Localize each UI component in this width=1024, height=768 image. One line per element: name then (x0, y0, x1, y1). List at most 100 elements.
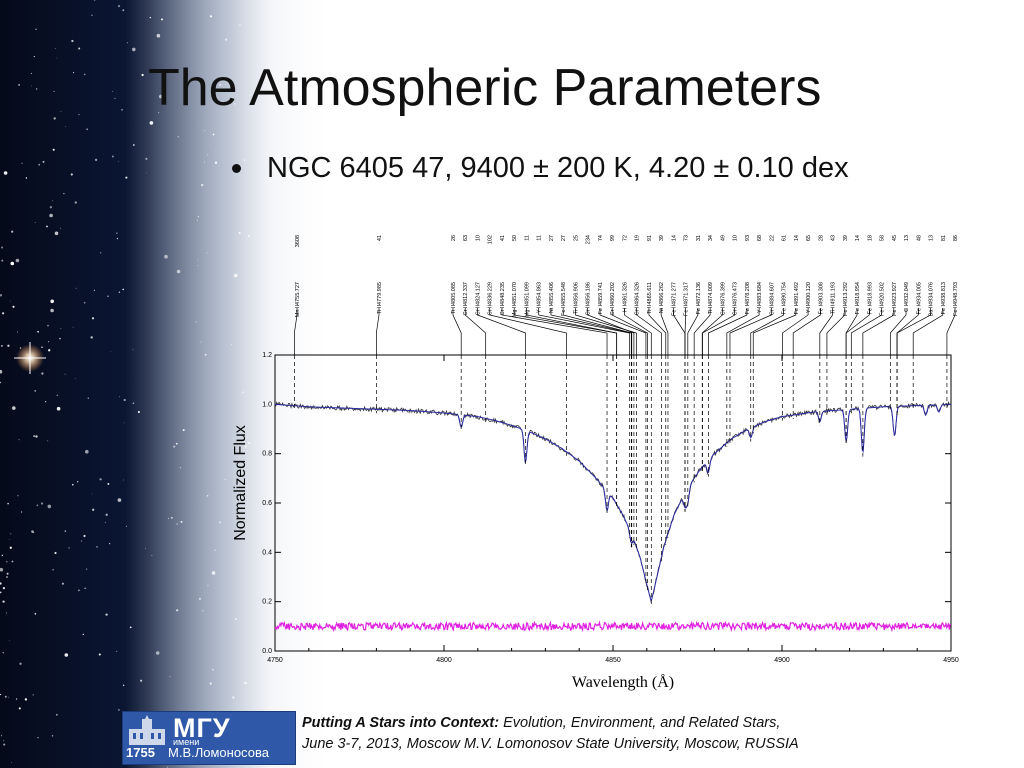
line-ion-label: Fe II (561, 305, 567, 316)
line-leader (464, 308, 487, 355)
line-leader (648, 308, 667, 355)
line-ion-label: Fe I (818, 305, 824, 315)
line-ew-label: 68 (757, 235, 763, 241)
conference-footer: Putting A Stars into Context: Evolution,… (302, 713, 799, 755)
line-ew-label: 19 (635, 235, 641, 241)
y-tick-label: 1.0 (262, 401, 272, 408)
line-ion-label: Fe II (953, 305, 959, 316)
line-ew-label: 234 (586, 235, 592, 244)
line-ew-label: 43 (831, 235, 837, 241)
line-leader (452, 308, 462, 355)
line-ion-label: Ti II (573, 305, 579, 314)
line-ion-label: Mn II (295, 305, 301, 318)
line-leader (750, 308, 784, 355)
line-wavelength-label: 4860.202 (610, 282, 616, 305)
line-ion-label: Ni I (549, 305, 555, 314)
line-ion-label: Mg II (524, 305, 530, 318)
line-ew-label: 41 (500, 235, 506, 241)
line-ew-label: 14 (794, 235, 800, 241)
line-ion-label: Cr II (635, 305, 641, 316)
line-wavelength-label: 4812.337 (463, 282, 469, 305)
line-ion-label: Fe I (794, 305, 800, 315)
line-ion-label: Cr II (733, 305, 739, 316)
logo-mgu-text: МГУ (173, 713, 231, 743)
line-wavelength-label: 4876.473 (733, 282, 739, 305)
line-ew-label: 18 (867, 235, 873, 241)
line-ion-label: Fe I (855, 305, 861, 315)
line-wavelength-label: 4874.009 (708, 282, 714, 305)
line-ew-label: 72 (622, 235, 628, 241)
line-ion-label: Fe I (916, 305, 922, 315)
line-ew-label: 10 (475, 235, 481, 241)
line-ew-label: 74 (598, 235, 604, 241)
line-wavelength-label: 4883.684 (757, 282, 763, 305)
x-tick-label: 4950 (943, 657, 959, 664)
line-ew-label: 50 (512, 235, 518, 241)
line-wavelength-label: 4913.292 (843, 282, 849, 305)
x-tick-label: 4900 (774, 657, 790, 664)
line-leader (526, 308, 618, 355)
line-wavelength-label: 4934.076 (929, 282, 935, 305)
line-ew-label: 31 (696, 235, 702, 241)
line-ew-label: 81 (941, 235, 947, 241)
line-ion-label: Fe I (867, 305, 873, 315)
line-ion-label: Ti II (708, 305, 714, 314)
line-wavelength-label: 4861.326 (622, 282, 628, 305)
line-leader (845, 308, 870, 355)
line-leader (702, 308, 735, 355)
line-ew-label: 14 (855, 235, 861, 241)
line-ew-label: 13 (904, 235, 910, 241)
bullet-item: NGC 6405 47, 9400 ± 200 K, 4.20 ± 0.10 d… (232, 152, 849, 185)
conference-line-1: Putting A Stars into Context: Evolution,… (302, 713, 799, 734)
line-leader (477, 308, 526, 355)
line-leader (862, 308, 895, 355)
y-tick-label: 0.2 (262, 599, 272, 606)
line-ew-label: 65 (806, 235, 812, 241)
line-ew-label: 11 (537, 235, 543, 241)
line-leader (850, 308, 882, 355)
line-wavelength-label: 4934.005 (916, 282, 922, 305)
line-leader (562, 308, 633, 355)
line-leader (489, 308, 567, 355)
spectrum-chart: 4750 4800 4850 4900 49500.00.20.40.60.81.01.… (232, 235, 959, 691)
line-wavelength-label: 4871.277 (671, 282, 677, 305)
line-wavelength-label: 4755.727 (295, 282, 301, 305)
line-wavelength-label: 4848.235 (500, 282, 506, 305)
line-ion-label: Cr II (475, 305, 481, 316)
x-tick-label: 4800 (436, 657, 452, 664)
line-leader (889, 308, 907, 355)
y-axis-label: Normalized Flux (232, 425, 249, 541)
y-tick-label: 0.8 (262, 451, 272, 458)
line-wavelength-label: 4903.308 (818, 282, 824, 305)
line-leader (538, 308, 630, 355)
line-ion-label: Y II (806, 305, 812, 314)
line-leader (729, 308, 772, 355)
y-tick-label: 0.6 (262, 500, 272, 507)
line-wavelength-label: 4884.607 (769, 282, 775, 305)
line-wavelength-label: 4855.548 (561, 282, 567, 305)
line-ew-label: 61 (782, 235, 788, 241)
line-ion-label: Fe II (684, 305, 690, 316)
line-ew-label: 10 (733, 235, 739, 241)
